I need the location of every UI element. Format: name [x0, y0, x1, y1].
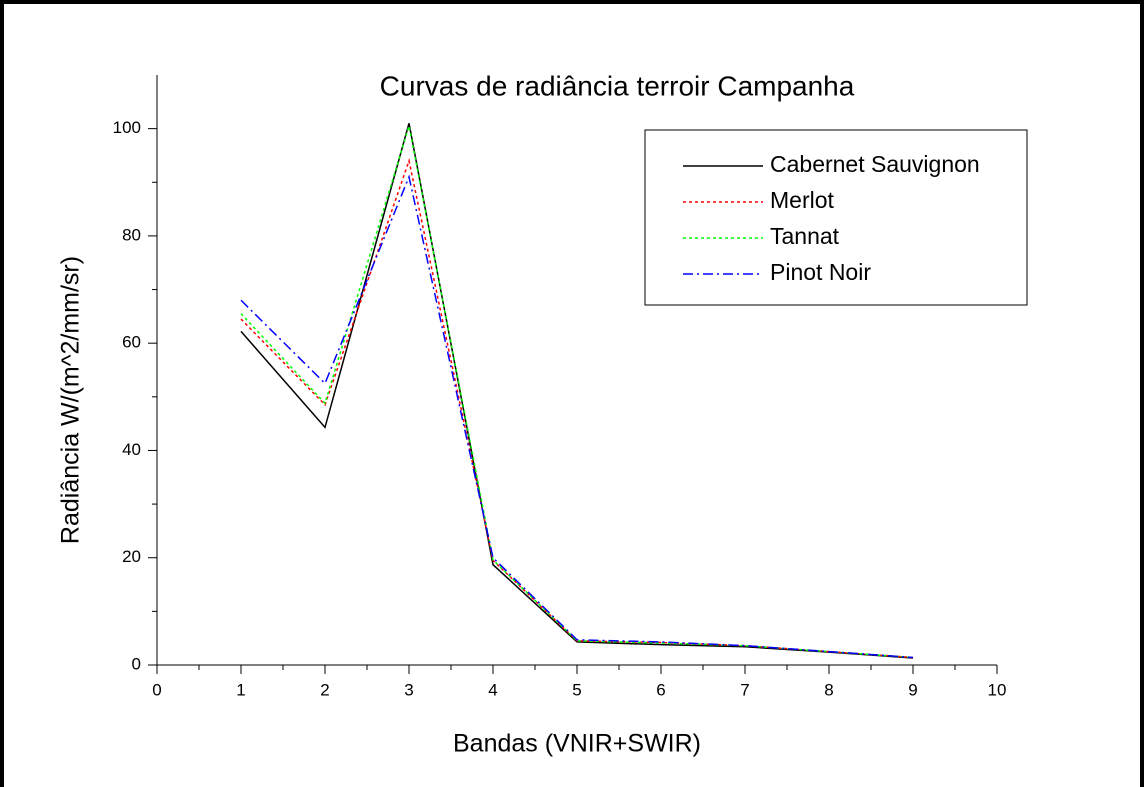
- series-line: [240, 158, 914, 659]
- y-tick-label: 0: [132, 654, 141, 673]
- x-tick-label: 7: [740, 680, 749, 699]
- y-tick-label: 40: [122, 440, 141, 459]
- x-tick-label: 5: [572, 680, 581, 699]
- x-tick-label: 1: [236, 680, 245, 699]
- x-tick-label: 2: [320, 680, 329, 699]
- series-line: [240, 125, 914, 659]
- x-tick-label: 10: [988, 680, 1007, 699]
- legend-box: [644, 129, 1028, 306]
- x-axis-label: Bandas (VNIR+SWIR): [453, 730, 701, 758]
- y-tick-label: 60: [122, 333, 141, 352]
- x-tick-label: 9: [908, 680, 917, 699]
- y-axis-label: Radiância W/(m^2/mm/sr): [57, 256, 85, 544]
- y-tick-label: 100: [113, 118, 141, 137]
- legend-label: Cabernet Sauvignon: [770, 151, 980, 177]
- y-tick-label: 80: [122, 225, 141, 244]
- x-tick-label: 8: [824, 680, 833, 699]
- chart-title: Curvas de radiância terroir Campanha: [380, 70, 855, 101]
- x-tick-label: 0: [152, 680, 161, 699]
- x-tick-label: 3: [404, 680, 413, 699]
- x-tick-label: 6: [656, 680, 665, 699]
- x-tick-label: 4: [488, 680, 497, 699]
- y-tick-label: 20: [122, 547, 141, 566]
- series-line: [240, 174, 914, 659]
- legend-label: Pinot Noir: [770, 259, 871, 285]
- legend-label: Tannat: [770, 223, 840, 249]
- legend-label: Merlot: [770, 187, 835, 213]
